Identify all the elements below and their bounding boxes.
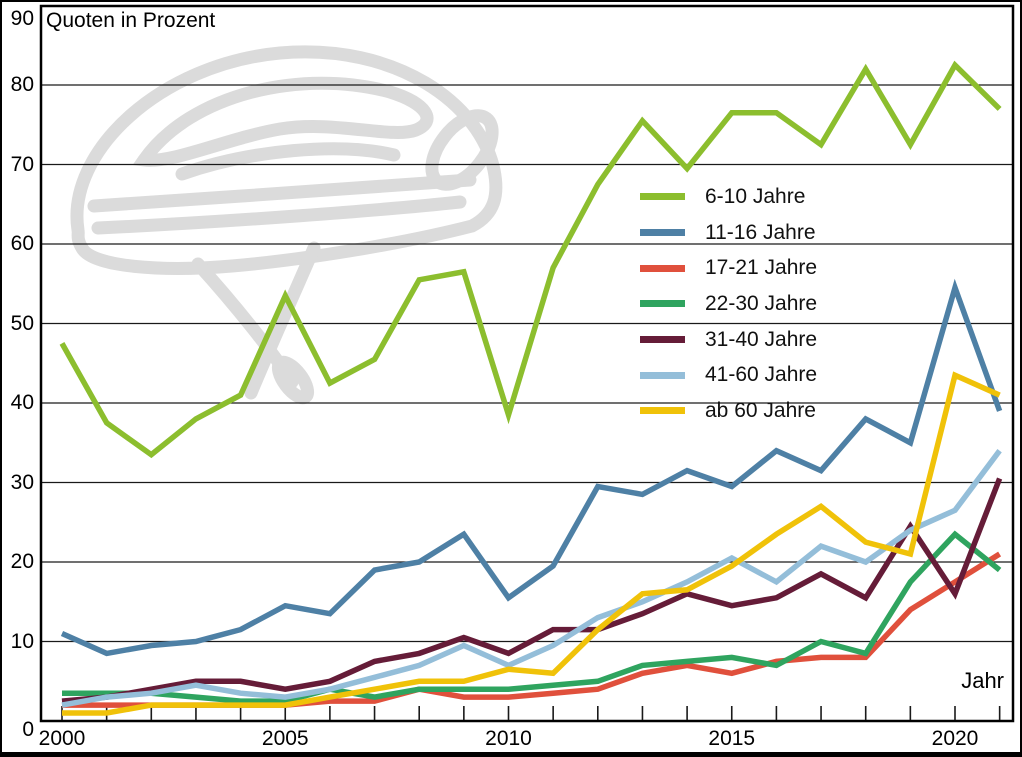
line-6-10-jahre (59, 60, 1002, 459)
legend-item-ab-60-jahre: ab 60 Jahre (640, 393, 817, 429)
x-tick-label-2005: 2005 (261, 727, 309, 750)
y-tick-label-90: 90 (10, 7, 34, 30)
legend-swatch (640, 193, 685, 201)
legend-item-6-10-jahre: 6-10 Jahre (640, 179, 817, 215)
line-22-30-jahre (62, 530, 1002, 704)
legend-item-22-30-jahre: 22-30 Jahre (640, 286, 817, 322)
y-tick-label-50: 50 (10, 311, 34, 335)
legend-label: 22-30 Jahre (705, 291, 818, 315)
legend-item-41-60-jahre: 41-60 Jahre (640, 357, 817, 393)
legend-label: 41-60 Jahre (705, 363, 818, 387)
x-axis-label: Jahr (961, 668, 1004, 693)
legend-swatch (640, 229, 685, 237)
bicycle-helmet-watermark-icon (70, 45, 503, 405)
legend-swatch (640, 407, 685, 415)
data-series (59, 60, 1003, 716)
legend: 6-10 Jahre 11-16 Jahre 17-21 Jahre 22-30 Ja… (640, 179, 817, 429)
y-tick-label-10: 10 (10, 629, 34, 653)
line-11-16-jahre (60, 278, 1003, 657)
y-tick-label-60: 60 (10, 232, 34, 255)
y-tick-label-40: 40 (10, 391, 34, 414)
line-41-60-jahre (61, 449, 1002, 708)
legend-swatch (640, 300, 685, 308)
y-tick-label-80: 80 (10, 73, 34, 96)
chart-title: Quoten in Prozent (46, 9, 216, 32)
legend-swatch (640, 336, 685, 344)
legend-label: 6-10 Jahre (705, 184, 806, 208)
legend-item-11-16-jahre: 11-16 Jahre (640, 215, 817, 251)
x-tick-label-2020: 2020 (931, 727, 979, 750)
line-ab-60-jahre (62, 371, 1001, 716)
legend-swatch (640, 371, 685, 379)
legend-swatch (640, 264, 685, 272)
legend-label: 11-16 Jahre (705, 220, 816, 244)
legend-item-17-21-jahre: 17-21 Jahre (640, 250, 817, 286)
legend-item-31-40-jahre: 31-40 Jahre (640, 322, 817, 358)
x-tick-label-2000: 2000 (38, 727, 86, 750)
y-tick-label-0: 0 (22, 718, 34, 741)
line-31-40-jahre (61, 477, 1003, 704)
legend-label: ab 60 Jahre (705, 398, 816, 422)
y-tick-label-30: 30 (10, 470, 34, 494)
y-tick-label-70: 70 (10, 152, 34, 176)
legend-label: 31-40 Jahre (705, 327, 818, 351)
x-tick-label-2015: 2015 (708, 727, 756, 750)
legend-label: 17-21 Jahre (705, 256, 818, 280)
x-tick-label-2010: 2010 (485, 727, 532, 750)
y-tick-label-20: 20 (10, 550, 34, 573)
